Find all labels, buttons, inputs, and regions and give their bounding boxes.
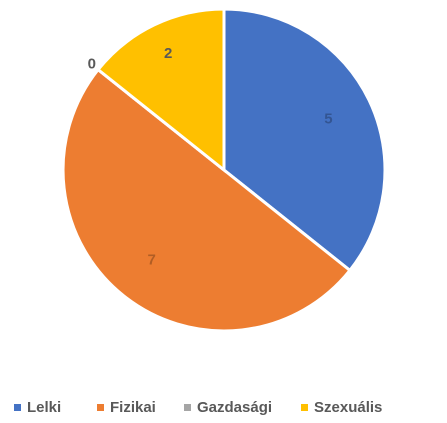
legend-label: Szexuális [314, 399, 382, 416]
pie: 5 7 0 2 [61, 7, 387, 333]
legend-label: Fizikai [110, 399, 156, 416]
data-label: 7 [148, 252, 156, 269]
legend-marker [301, 404, 308, 411]
data-label: 0 [88, 56, 96, 73]
legend-marker [184, 404, 191, 411]
data-label: 2 [164, 45, 172, 62]
legend-marker [14, 404, 21, 411]
legend-label: Lelki [27, 399, 61, 416]
legend: Lelki Fizikai Gazdasági Szexuális [14, 399, 382, 416]
data-label: 5 [324, 111, 332, 128]
legend-label: Gazdasági [197, 399, 272, 416]
legend-marker [97, 404, 104, 411]
pie-slice [222, 7, 387, 273]
pie-slice [96, 7, 226, 174]
pie-slice [61, 67, 352, 333]
